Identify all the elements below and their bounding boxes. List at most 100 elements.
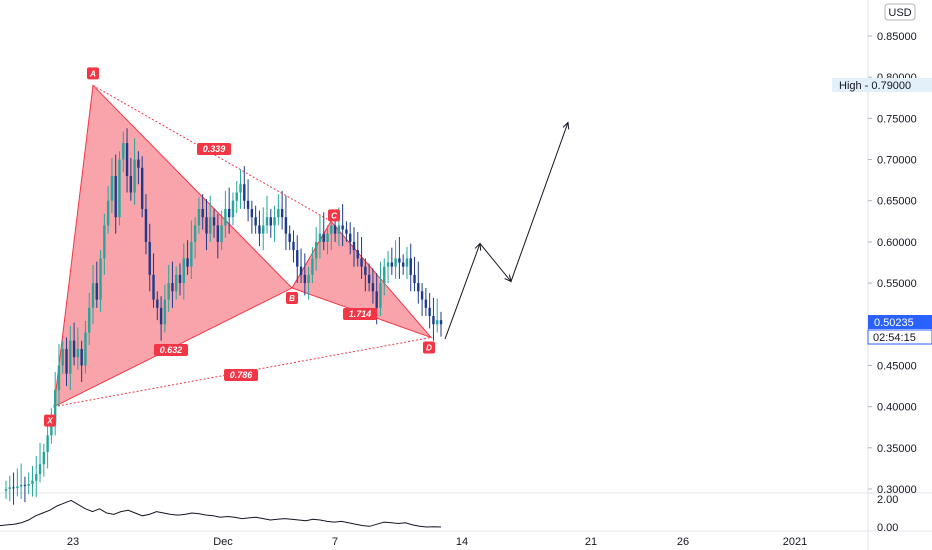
candle [436, 298, 439, 333]
current-price-text: 0.50235 [874, 317, 914, 329]
currency-button[interactable]: USD [884, 3, 916, 21]
candle-body [341, 225, 344, 230]
candle-body [307, 274, 310, 284]
candle-body [4, 489, 8, 491]
candle-body [345, 229, 348, 234]
candle-body [19, 484, 23, 487]
candle [16, 468, 19, 497]
candle [216, 213, 220, 259]
candle-body [27, 484, 30, 486]
candle [296, 235, 299, 284]
candle-body [405, 258, 409, 267]
candle [262, 207, 265, 251]
point-label-b: B [286, 292, 298, 305]
candle [23, 476, 27, 503]
candle [432, 297, 435, 341]
candle-body [103, 225, 106, 259]
candle-body [364, 266, 367, 275]
candle [273, 205, 276, 242]
candle-body [69, 340, 72, 374]
candle-body [53, 390, 57, 424]
candle-body [152, 274, 155, 300]
price-tick-label: 0.85000 [877, 31, 917, 43]
harmonic-pattern[interactable] [53, 84, 433, 408]
candle [401, 254, 405, 275]
candle-body [239, 184, 242, 193]
candle [379, 261, 382, 317]
candle [118, 151, 121, 226]
projection-arrowhead [504, 274, 512, 283]
candle-body [182, 258, 185, 284]
candle-body [220, 225, 223, 242]
date-tick-label: 21 [585, 536, 597, 548]
candle [72, 322, 76, 366]
point-label-text: B [289, 294, 295, 303]
candle-body [394, 258, 397, 267]
candle [420, 283, 424, 317]
date-tick-label: 14 [456, 536, 468, 548]
candle [299, 248, 303, 284]
date-tick-label: 7 [332, 536, 338, 548]
point-label-text: C [331, 211, 337, 220]
candle-body [106, 200, 110, 226]
projection-path[interactable] [444, 121, 570, 340]
candle [137, 151, 140, 185]
candle-body [175, 274, 178, 292]
candle-body [114, 176, 117, 218]
candle-body [167, 283, 170, 300]
candle-body [125, 143, 129, 177]
high-price-text: High - 0.79000 [839, 80, 911, 92]
candle-body [254, 217, 257, 226]
ratio-label-xd: 0.786 [224, 369, 258, 381]
candle [31, 465, 34, 497]
price-tick-label: 0.60000 [877, 237, 917, 249]
candle [46, 423, 49, 469]
candle-body [326, 233, 329, 242]
candle [4, 480, 8, 499]
price-tick-label: 0.75000 [877, 113, 917, 125]
date-tick-label: 2021 [783, 536, 807, 548]
candle-body [292, 241, 295, 251]
candle [390, 247, 394, 275]
candle-body [57, 365, 61, 391]
candle-body [110, 176, 114, 201]
candle [193, 217, 197, 259]
candle-body [84, 332, 87, 366]
candle [144, 194, 148, 255]
candle-body [91, 283, 95, 308]
candle [19, 463, 23, 499]
candle-body [243, 184, 246, 201]
candle [212, 208, 216, 238]
date-tick-label: 26 [677, 536, 689, 548]
candle-body [409, 258, 412, 275]
candle-body [398, 258, 401, 263]
candle [239, 169, 242, 209]
candle-body [76, 348, 80, 358]
candle-body [201, 208, 204, 218]
candle-body [383, 266, 386, 284]
point-label-c: C [328, 209, 340, 222]
candle-body [80, 348, 83, 366]
candle-body [209, 217, 212, 234]
projection-arrowhead [474, 242, 482, 251]
candle-body [288, 233, 291, 242]
ratio-label-box [343, 308, 377, 320]
ratio-label-box [154, 344, 188, 356]
candle [405, 246, 409, 279]
date-axis[interactable]: 23 Dec 7 14 21 26 2021 [67, 536, 807, 548]
candle [307, 266, 310, 300]
candle [103, 213, 106, 275]
candle-body [417, 283, 420, 292]
price-axis[interactable]: 0.850000.800000.750000.700000.650000.600… [868, 31, 917, 496]
candle-body [50, 423, 53, 436]
candle [292, 230, 295, 263]
candle [314, 227, 318, 271]
candle [367, 263, 371, 292]
point-label-box [87, 67, 99, 80]
candle [394, 240, 397, 279]
projection-arrowhead [562, 121, 570, 130]
date-tick-label: Dec [213, 536, 233, 548]
candle-body [31, 480, 34, 485]
candle-body [129, 176, 133, 193]
